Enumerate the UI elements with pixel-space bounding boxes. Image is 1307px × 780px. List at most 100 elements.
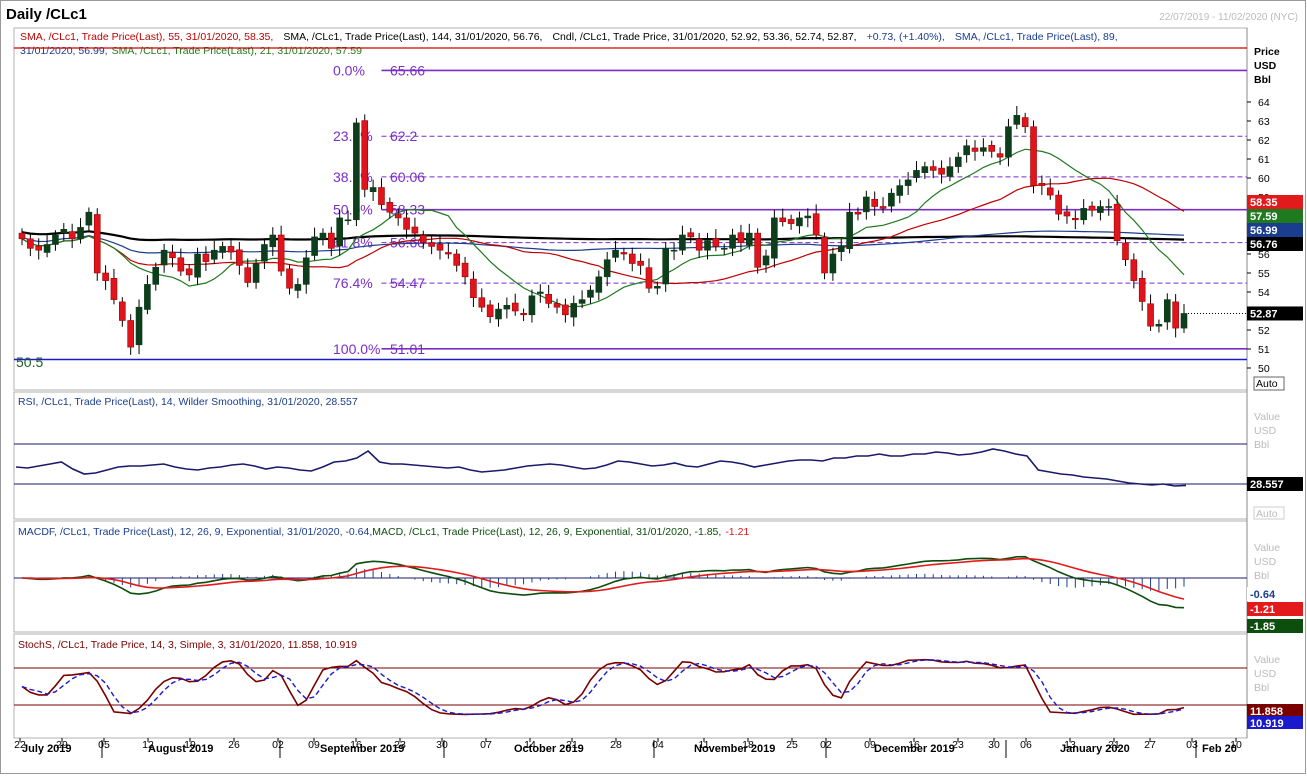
x-tick-label: 22 (14, 739, 26, 751)
candle (93, 214, 101, 274)
candle (210, 249, 218, 260)
x-tick-label: 12 (142, 739, 154, 751)
month-label: December 2019 (874, 743, 955, 755)
price-tick-label: 55 (1258, 268, 1270, 280)
x-tick-label: 23 (394, 739, 406, 751)
candle (1147, 303, 1154, 327)
candle (227, 246, 235, 253)
x-tick-label: 29 (56, 739, 68, 751)
candle (620, 252, 628, 255)
candle (679, 234, 686, 251)
legend-item: Cndl, /CLc1, Trade Price, 31/01/2020, 52… (552, 31, 856, 43)
price-tick-label: 60 (1258, 173, 1270, 185)
sma-89-line (21, 230, 1185, 254)
macd-legend: MACDF, /CLc1, Trade Price(Last), 12, 26,… (18, 526, 749, 538)
legend-item: +0.73, (+1.40%), (867, 31, 945, 43)
candle (43, 244, 51, 253)
macd-value-box-label: -1.85 (1250, 621, 1275, 633)
candle (837, 246, 845, 253)
candle (662, 248, 669, 285)
candle (528, 295, 536, 316)
candle (729, 234, 736, 249)
macd-value-box (1247, 587, 1303, 601)
month-label: August 2019 (148, 743, 213, 755)
candle (904, 179, 912, 186)
x-tick-label: 10 (1230, 739, 1242, 751)
stoch-axis-header: Value (1254, 654, 1280, 666)
candle (779, 217, 787, 222)
candle (119, 301, 126, 321)
candle (988, 145, 996, 152)
candle (879, 206, 887, 209)
price-tick-label: 52 (1258, 325, 1270, 337)
fib-pct-label: 0.0% (333, 62, 365, 78)
macd-value-box (1247, 602, 1303, 616)
candle (361, 120, 369, 190)
macd-axis-header: USD (1254, 556, 1277, 568)
candle (177, 257, 185, 272)
candle (127, 320, 134, 348)
candle (1138, 278, 1146, 302)
fib-pct-label: 50.0% (333, 202, 373, 218)
candle (720, 248, 728, 250)
candle (252, 263, 260, 283)
fib-pct-label: 76.4% (333, 275, 373, 291)
macd-line (21, 555, 1185, 609)
price-axis-header: Bbl (1254, 74, 1271, 86)
candle (946, 166, 954, 177)
candle (896, 185, 904, 196)
date-range-label: 22/07/2019 - 11/02/2020 (NYC) (1159, 12, 1298, 23)
candle (846, 211, 853, 249)
candle (1013, 115, 1021, 125)
candle (18, 232, 26, 240)
x-tick-label: 30 (436, 739, 448, 751)
candle (829, 253, 837, 274)
price-value-box-label: 56.99 (1250, 225, 1278, 237)
support-level-label: 50.5 (16, 354, 43, 370)
candle (277, 234, 285, 272)
candle (695, 238, 703, 251)
candle (612, 249, 619, 258)
fib-level-label: 60.06 (390, 169, 425, 185)
x-tick-label: 05 (98, 739, 110, 751)
candle (419, 235, 427, 243)
candle (645, 267, 653, 289)
candle (135, 306, 143, 346)
candle (353, 122, 360, 221)
candle (68, 231, 76, 240)
candle (595, 276, 603, 293)
candle (1046, 187, 1054, 196)
candle (1113, 203, 1121, 242)
price-value-box (1247, 306, 1303, 321)
candle (202, 253, 210, 262)
candle (453, 253, 461, 266)
candle (470, 278, 477, 298)
candle (110, 278, 118, 300)
stoch-value-box-label: 10.919 (1250, 718, 1284, 730)
x-tick-label: 23 (952, 739, 964, 751)
price-value-box (1247, 223, 1303, 237)
candle (570, 303, 578, 318)
candle (1097, 206, 1104, 213)
candle (160, 249, 168, 266)
x-tick-label: 06 (1020, 739, 1032, 751)
x-tick-label: 09 (864, 739, 876, 751)
x-tick-label: 19 (184, 739, 196, 751)
candle (286, 268, 293, 289)
month-label: October 2019 (514, 743, 584, 755)
candle (77, 227, 84, 240)
x-tick-label: 25 (786, 739, 798, 751)
candle (863, 196, 870, 213)
x-tick-label: 26 (228, 739, 240, 751)
price-legend-line2: 31/01/2020, 56.99, SMA, /CLc1, Trade Pric… (20, 45, 362, 57)
rsi-auto-button (1253, 506, 1285, 520)
candle (1063, 211, 1071, 217)
legend-item: SMA, /CLc1, Trade Price(Last), 55, 31/01… (20, 31, 273, 43)
candle (1130, 259, 1138, 281)
x-tick-label: 02 (272, 739, 284, 751)
candle (929, 166, 937, 171)
candle (980, 147, 987, 152)
candle (553, 303, 561, 308)
candle (996, 153, 1004, 158)
